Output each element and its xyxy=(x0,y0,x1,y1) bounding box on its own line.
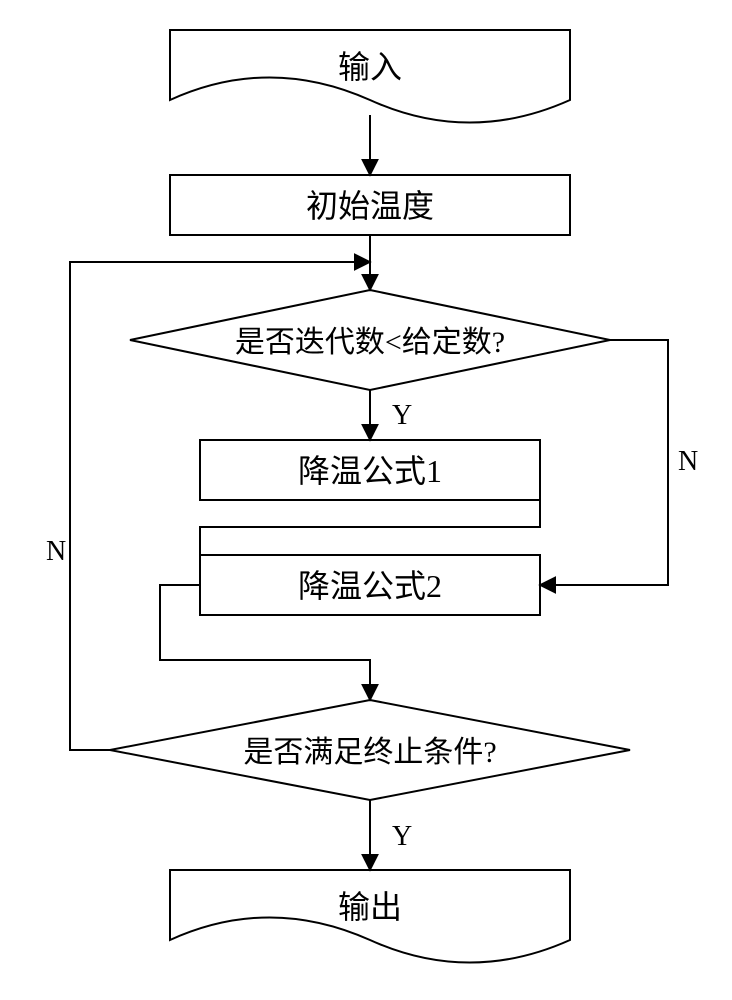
node-termq: 是否满足终止条件? xyxy=(110,700,630,800)
flowchart-canvas: 输入 初始温度 是否迭代数<给定数? Y N 降温公式1 降温公式2 是否满足终… xyxy=(0,0,732,1000)
edge-termq-loopback-label: N xyxy=(46,536,66,567)
node-iterq-label: 是否迭代数<给定数? xyxy=(235,326,505,359)
edge-iterq-formula1-label: Y xyxy=(392,400,412,431)
node-formula2-label: 降温公式2 xyxy=(298,568,442,604)
node-formula1-label: 降温公式1 xyxy=(298,453,442,489)
node-input: 输入 xyxy=(170,30,570,123)
node-termq-label: 是否满足终止条件? xyxy=(243,736,496,769)
node-output-label: 输出 xyxy=(338,889,402,925)
edge-iterq-formula2-label: N xyxy=(678,446,698,477)
node-formula1: 降温公式1 xyxy=(200,440,540,500)
node-formula2: 降温公式2 xyxy=(200,555,540,615)
patch xyxy=(541,460,601,535)
node-init: 初始温度 xyxy=(170,175,570,235)
node-init-label: 初始温度 xyxy=(306,188,434,224)
node-iterq: 是否迭代数<给定数? xyxy=(130,290,610,390)
node-input-label: 输入 xyxy=(338,49,402,85)
node-output: 输出 xyxy=(170,870,570,963)
edge-termq-output-label: Y xyxy=(392,821,412,852)
edge-formula1-formula2-fixed xyxy=(200,500,540,555)
